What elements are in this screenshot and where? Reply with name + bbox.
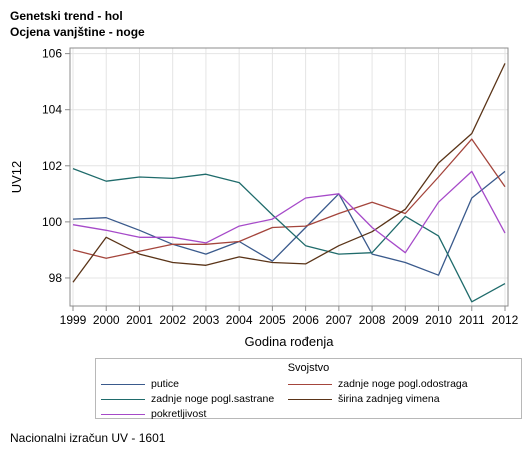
x-tick-label: 2011: [459, 313, 485, 327]
y-tick-label: 100: [42, 215, 62, 229]
legend-swatch: [101, 399, 145, 400]
line-chart: 1999 2000 2001 2002 2003 2004 2005 2006 2007 2008…: [9, 47, 519, 349]
ticks-layer: 1999 2000 2001 2002 2003 2004 2005 2006 2007 2008…: [42, 47, 519, 327]
x-tick-label: 2000: [93, 313, 120, 327]
chart-subtitle: Ocjena vanjštine - noge: [10, 25, 145, 39]
legend-title: Svojstvo: [287, 362, 330, 374]
legend-label: putice: [151, 378, 180, 390]
legend-label: pokretljivost: [151, 408, 207, 420]
x-tick-label: 2002: [159, 313, 186, 327]
legend-swatch: [101, 414, 145, 415]
x-tick-label: 2009: [392, 313, 419, 327]
y-tick-label: 102: [42, 159, 62, 173]
x-tick-label: 2004: [226, 313, 253, 327]
chart-title: Genetski trend - hol: [10, 9, 123, 23]
y-tick-label: 98: [49, 271, 63, 285]
x-tick-label: 2006: [292, 313, 319, 327]
x-tick-label: 2001: [126, 313, 153, 327]
y-tick-label: 104: [42, 103, 62, 117]
x-tick-label: 2003: [193, 313, 220, 327]
plot-frame: [69, 47, 509, 307]
x-tick-label: 2005: [259, 313, 286, 327]
legend-swatch: [288, 384, 332, 385]
legend-label: zadnje noge pogl.sastrane: [151, 393, 275, 405]
y-tick-label: 106: [42, 47, 62, 61]
series-line-5: [72, 170, 506, 254]
series-line-4: [72, 63, 506, 283]
x-tick-label: 2012: [492, 313, 519, 327]
x-tick-label: 2007: [325, 313, 352, 327]
x-tick-label: 2010: [425, 313, 452, 327]
legend-swatch: [101, 384, 145, 385]
y-axis-title: UV12: [9, 161, 24, 194]
series-line-1: [72, 170, 506, 276]
series-layer: [72, 63, 506, 303]
legend-swatch: [288, 399, 332, 400]
x-tick-label: 2008: [359, 313, 386, 327]
series-line-2: [72, 138, 506, 259]
x-tick-label: 1999: [60, 313, 87, 327]
legend: Svojstvo putice zadnje noge pogl.odostrag…: [95, 358, 522, 420]
series-line-3: [72, 167, 506, 303]
x-axis-title: Godina rođenja: [245, 334, 335, 349]
footnote: Nacionalni izračun UV - 1601: [10, 431, 166, 445]
legend-label: zadnje noge pogl.odostraga: [338, 378, 468, 390]
legend-label: širina zadnjeg vimena: [338, 393, 440, 405]
